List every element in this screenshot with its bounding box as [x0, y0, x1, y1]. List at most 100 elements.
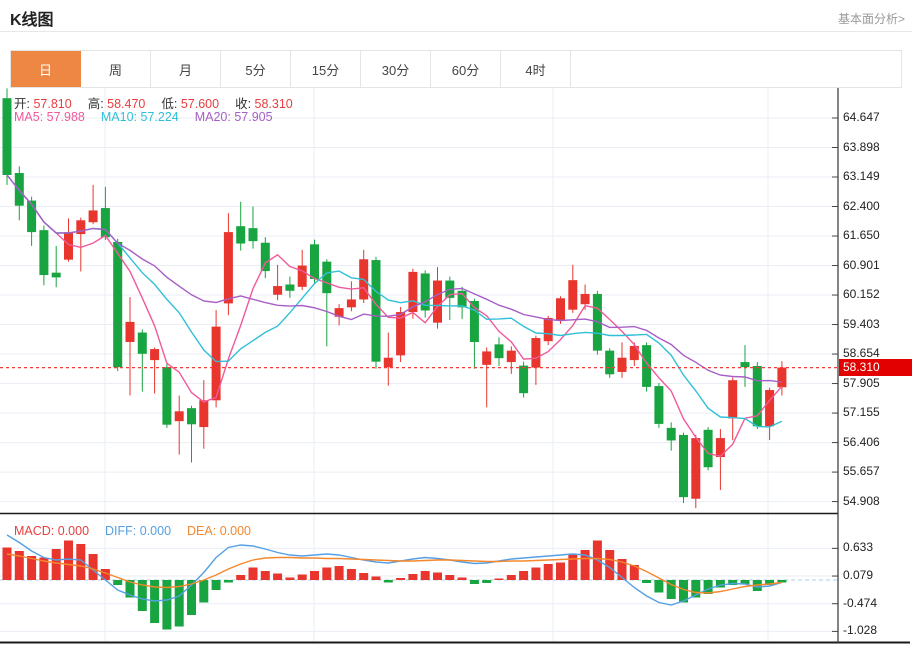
macd-bar — [223, 580, 233, 583]
ohlc-legend: 开: 57.810 高: 58.470 低: 57.600 收: 58.310 — [14, 93, 309, 112]
candle — [371, 260, 381, 362]
macd-bar — [334, 566, 344, 580]
page-title: K线图 — [10, 12, 54, 29]
axis-label: 59.403 — [843, 316, 880, 331]
macd-bar — [273, 573, 283, 580]
candle — [433, 280, 442, 323]
axis-label: 0.633 — [843, 540, 874, 555]
macd-bar — [715, 580, 725, 588]
macd-bar — [629, 565, 639, 580]
candle — [494, 344, 504, 359]
axis-label: -0.474 — [843, 595, 878, 610]
candle — [137, 332, 147, 354]
candle — [88, 210, 98, 223]
legend-item: 收: 58.310 — [235, 97, 293, 111]
candle — [482, 351, 492, 365]
axis-label: 60.901 — [843, 257, 880, 272]
candle — [346, 299, 356, 308]
candle — [691, 438, 701, 499]
tab-60分[interactable]: 60分 — [431, 51, 501, 87]
axis-label: 61.650 — [843, 228, 880, 243]
candle — [715, 438, 725, 457]
fundamental-analysis-link[interactable]: 基本面分析> — [837, 12, 905, 26]
candle — [39, 230, 49, 276]
candle — [703, 429, 713, 468]
macd-bar — [469, 580, 479, 584]
macd-bar — [691, 580, 701, 598]
legend-item: MACD: 0.000 — [14, 524, 90, 538]
axis-label: 63.149 — [843, 169, 880, 183]
legend-item: MA10: 57.224 — [100, 110, 179, 124]
candle — [752, 366, 762, 427]
tab-30分[interactable]: 30分 — [361, 51, 431, 87]
tab-4时[interactable]: 4时 — [501, 51, 571, 87]
candle — [27, 200, 37, 233]
macd-bar — [666, 580, 676, 599]
axis-label: 58.654 — [843, 346, 880, 361]
ma-legend: MA5: 57.988 MA10: 57.224 MA20: 57.905 — [14, 110, 289, 124]
macd-bar — [359, 573, 369, 580]
macd-bar — [51, 549, 61, 580]
diff-line — [6, 534, 783, 606]
candle — [654, 386, 664, 424]
macd-bar — [506, 575, 516, 580]
macd-bar — [2, 547, 12, 580]
macd-bar — [568, 554, 578, 580]
candle — [580, 293, 590, 305]
tab-周[interactable]: 周 — [81, 51, 151, 87]
tab-日[interactable]: 日 — [11, 51, 81, 87]
tab-月[interactable]: 月 — [151, 51, 221, 87]
macd-bar — [679, 580, 688, 603]
candle — [125, 321, 135, 342]
macd-bar — [64, 540, 73, 580]
candle — [556, 298, 565, 320]
macd-bar — [322, 567, 332, 580]
candle — [666, 427, 676, 441]
candle — [248, 228, 258, 242]
macd-bar — [457, 577, 467, 580]
candle — [420, 273, 430, 311]
macd-bar — [531, 567, 541, 580]
macd-bar — [125, 580, 135, 598]
macd-bar — [383, 580, 393, 583]
macd-bar — [310, 571, 319, 580]
axis-label: 64.647 — [843, 110, 880, 124]
macd-bar — [137, 580, 147, 611]
candle — [150, 349, 160, 361]
macd-bar — [433, 572, 442, 580]
candle — [174, 411, 184, 422]
candle — [765, 390, 775, 427]
candle — [519, 365, 529, 394]
macd-bar — [285, 577, 295, 580]
macd-bar — [642, 580, 652, 583]
macd-legend: MACD: 0.000 DIFF: 0.000 DEA: 0.000 — [14, 524, 267, 538]
legend-item: 低: 57.600 — [161, 97, 220, 111]
candle — [457, 290, 467, 308]
legend-item: MA20: 57.905 — [194, 110, 273, 124]
tab-5分[interactable]: 5分 — [221, 51, 291, 87]
candle — [199, 400, 209, 428]
candle — [285, 284, 295, 291]
axis-label: 57.155 — [843, 405, 880, 420]
candle — [642, 345, 652, 387]
legend-item: DEA: 0.000 — [187, 524, 251, 538]
legend-item: 高: 58.470 — [87, 97, 146, 111]
tab-15分[interactable]: 15分 — [291, 51, 361, 87]
candle — [260, 242, 270, 272]
candle — [531, 338, 541, 368]
macd-bar — [27, 556, 37, 580]
axis-label: 57.905 — [843, 375, 880, 390]
macd-bar — [88, 554, 98, 580]
macd-bar — [777, 580, 787, 583]
macd-bar — [445, 575, 455, 580]
candle — [740, 362, 750, 368]
candle — [273, 286, 283, 295]
macd-bar — [617, 559, 627, 580]
dea-line — [6, 553, 782, 594]
candle — [408, 271, 418, 313]
macd-bar — [113, 580, 123, 585]
period-tab-bar: 日周月 5分 15分 30分 60分 4时 — [10, 50, 902, 88]
candle — [223, 232, 233, 304]
